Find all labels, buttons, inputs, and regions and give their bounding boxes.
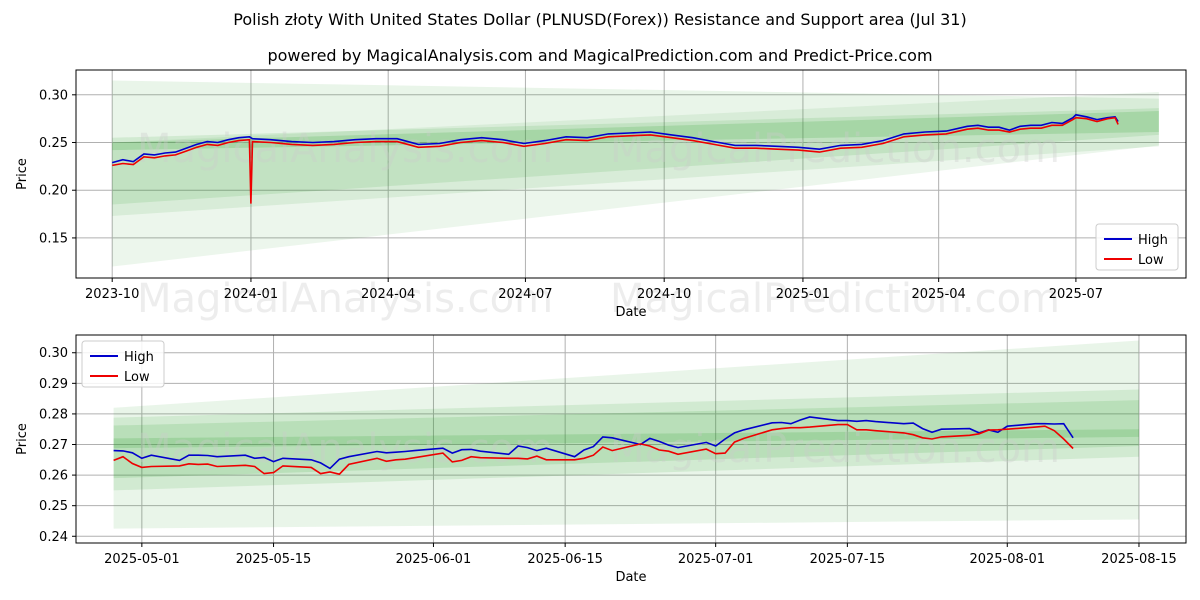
legend-label-low: Low xyxy=(1138,253,1164,268)
series-line-low xyxy=(113,423,1074,476)
x-tick-label: 2024-01 xyxy=(224,287,278,302)
x-tick-label: 2025-05-15 xyxy=(236,552,312,567)
x-tick-label: 2025-07-01 xyxy=(678,552,754,567)
series-line-high xyxy=(111,113,1119,164)
band-outer xyxy=(112,80,1159,216)
x-tick-label: 2025-01 xyxy=(776,287,830,302)
chart-panel-top: MagicalAnalysis.com MagicalPrediction.com… xyxy=(15,69,1187,322)
band-mid xyxy=(112,108,1159,205)
band-inner xyxy=(113,429,1139,449)
watermark-right: MagicalPrediction.com xyxy=(610,276,1060,322)
y-tick-label: 0.20 xyxy=(39,184,68,199)
band-mid xyxy=(113,400,1139,479)
band-inner xyxy=(112,111,1159,151)
x-tick-label: 2025-06-15 xyxy=(527,552,603,567)
y-tick-label: 0.30 xyxy=(39,88,68,103)
x-tick-label: 2025-08-01 xyxy=(969,552,1045,567)
y-axis-label: Price xyxy=(15,423,30,455)
chart-subtitle: powered by MagicalAnalysis.com and Magic… xyxy=(267,46,933,65)
x-tick-label: 2025-08-15 xyxy=(1101,552,1177,567)
watermark-left: MagicalAnalysis.com xyxy=(137,126,553,172)
x-tick-label: 2024-04 xyxy=(361,287,415,302)
x-axis-label: Date xyxy=(615,570,646,585)
legend-label-high: High xyxy=(1138,233,1168,248)
y-tick-label: 0.15 xyxy=(39,231,68,246)
series-line-high xyxy=(113,416,1074,470)
x-tick-label: 2023-10 xyxy=(85,287,139,302)
y-tick-label: 0.28 xyxy=(39,407,68,422)
y-tick-label: 0.25 xyxy=(39,499,68,514)
x-tick-label: 2025-06-01 xyxy=(396,552,472,567)
y-axis-label: Price xyxy=(15,158,30,190)
x-tick-label: 2025-04 xyxy=(911,287,965,302)
legend: High Low xyxy=(81,340,165,388)
chart-title: Polish złoty With United States Dollar (… xyxy=(233,10,967,29)
y-tick-label: 0.30 xyxy=(39,346,68,361)
x-tick-label: 2024-07 xyxy=(498,287,552,302)
watermark-left: MagicalAnalysis.com xyxy=(137,276,553,322)
x-tick-label: 2025-07 xyxy=(1049,287,1103,302)
x-tick-label: 2025-07-15 xyxy=(810,552,886,567)
y-tick-label: 0.24 xyxy=(39,530,68,545)
chart-panel-bottom: MagicalAnalysis.com MagicalPrediction.com… xyxy=(15,334,1187,585)
x-tick-label: 2024-10 xyxy=(637,287,691,302)
x-axis-label: Date xyxy=(615,305,646,320)
y-tick-label: 0.29 xyxy=(39,377,68,392)
y-tick-label: 0.27 xyxy=(39,438,68,453)
series-line-low xyxy=(112,116,1119,204)
y-tick-label: 0.25 xyxy=(39,136,68,151)
legend: High Low xyxy=(1095,223,1179,271)
y-tick-label: 0.26 xyxy=(39,469,68,484)
plot-frame xyxy=(75,334,1187,544)
band-wide xyxy=(113,340,1139,529)
watermark-right: MagicalPrediction.com xyxy=(610,426,1060,472)
legend-label-high: High xyxy=(124,350,154,365)
band-outer xyxy=(113,389,1139,491)
plot-frame xyxy=(75,69,1187,279)
x-tick-label: 2025-05-01 xyxy=(104,552,180,567)
legend-label-low: Low xyxy=(124,370,150,385)
